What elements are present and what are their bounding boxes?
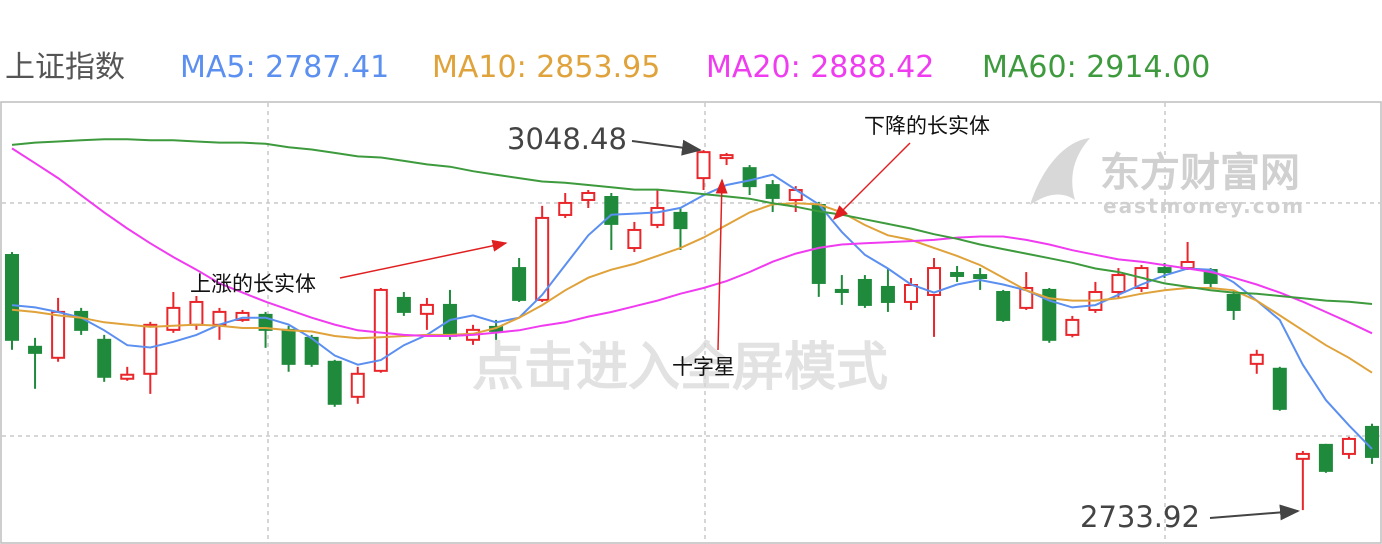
candle-body [1065,318,1080,336]
candle-body [143,323,158,375]
annotation-low: 2733.92 [1080,500,1200,534]
candle-body [880,285,895,303]
candle-body [903,284,918,303]
plot-frame [0,101,1382,544]
candle-body [950,271,965,277]
candle-body [650,206,665,226]
candle-body [1249,353,1264,365]
legend-entry: MA60: 2914.00 [982,50,1210,85]
candle-body [811,204,826,284]
candle-body [419,303,434,315]
legend-entry: MA10: 2853.95 [432,50,660,85]
candle-body [1111,274,1126,293]
ma-line [11,147,1373,337]
annotation: 十字星 [672,355,735,379]
annotations: 3048.48 2733.92 上涨的长实体 下降的长实体 十字星 [190,114,1300,534]
candle-body [97,338,112,378]
logo: 东方财富网 eastmoney.com [1030,138,1305,218]
candle-body [927,267,942,296]
candle-body [581,191,596,201]
candle-body [535,216,550,301]
candle-body [350,372,365,398]
annotation-arrow [1209,504,1300,521]
watermark: 点击进入全屏模式 [472,338,888,398]
candle-body [673,211,688,230]
candle-body [235,311,250,321]
annotation-high: 3048.48 [507,122,627,156]
candle-body [1157,267,1172,274]
candle-body [604,195,619,225]
candle-body [765,184,780,199]
candle-body [512,267,527,301]
chart-title: 上证指数 [5,50,125,85]
candle-body [719,154,734,160]
candle-body [1272,367,1287,410]
candle-body [627,228,642,250]
candle-body [834,288,849,293]
annotation-arrow [715,178,728,351]
candle-body [1226,293,1241,311]
candle-body [189,300,204,326]
logo-text: 东方财富网 [1100,150,1300,196]
candle-body [1318,443,1333,472]
ma-line [11,173,1373,450]
candle-body [696,151,711,180]
ma-line [11,138,1373,305]
logo-url: eastmoney.com [1103,194,1305,218]
logo-icon [1030,138,1090,205]
legend-entry: MA5: 2787.41 [180,50,389,85]
ma-line [11,202,1373,374]
candle-body [28,345,43,354]
candle-body [327,360,342,405]
annotation-arrow [339,239,508,279]
candle-body [996,290,1011,321]
candle-body [857,278,872,306]
candle-body [51,310,66,359]
candle-body [973,274,988,280]
candle-body [742,167,757,188]
candle-body [1341,437,1356,455]
candle-body [1019,286,1034,309]
legend: MA5: 2787.41 MA10: 2853.95 MA20: 2888.42 MA… [180,50,1210,85]
candle-body [1295,452,1310,460]
annotation-arrow [832,142,911,221]
legend-entry: MA20: 2888.42 [706,50,934,85]
candle-body [396,296,411,313]
candle-body [281,328,296,365]
candle-body [120,373,135,380]
candle-body [166,306,181,331]
annotation: 上涨的长实体 [190,272,316,296]
candle-body [5,254,19,341]
plot [5,138,1379,511]
annotation: 下降的长实体 [864,114,990,138]
candle-body [373,288,388,372]
candle-body [1365,425,1379,458]
annotation-arrow [631,139,702,156]
candle-body [558,201,573,216]
